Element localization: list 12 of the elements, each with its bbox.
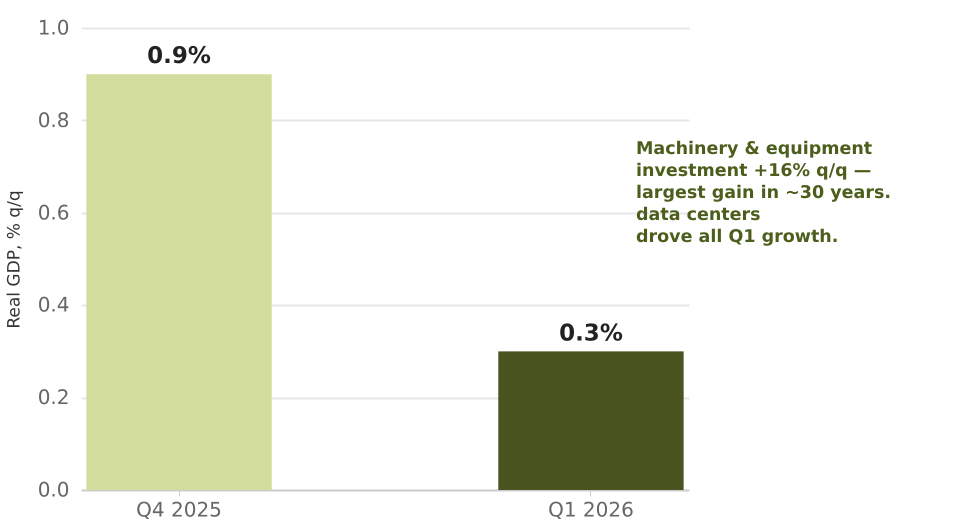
y-tick-label: 0.0 [38,478,70,502]
y-tick-label: 0.4 [38,292,70,317]
data-label: 0.9% [147,43,211,70]
x-tick-label: Q1 2026 [548,498,634,519]
y-tick-label: 0.2 [38,385,70,410]
data-label: 0.3% [559,320,623,346]
x-tick-label: Q4 2025 [136,498,222,519]
y-axis-title: Real GDP, % q/q [4,190,25,329]
annotation: Machinery & equipment investment +16% q/q — largest gain in ~30 years. data centers drove all Q1 growth. [636,139,892,247]
y-tick-label: 0.6 [38,200,70,224]
y-tick-label: 0.8 [38,108,70,132]
y-tick-label: 1.0 [38,16,70,40]
